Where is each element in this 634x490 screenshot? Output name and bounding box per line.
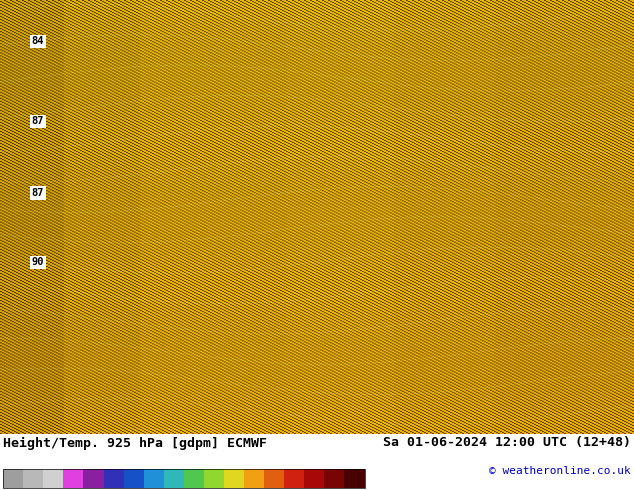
Bar (84, 468, 103, 488)
Bar (224, 468, 244, 488)
Text: 87: 87 (32, 117, 44, 126)
Bar (244, 468, 264, 488)
Text: © weatheronline.co.uk: © weatheronline.co.uk (489, 466, 631, 476)
Text: Height/Temp. 925 hPa [gdpm] ECMWF: Height/Temp. 925 hPa [gdpm] ECMWF (3, 437, 267, 449)
Bar (63, 468, 84, 488)
Bar (124, 468, 144, 488)
Bar (184, 468, 204, 488)
Text: 90: 90 (32, 257, 44, 268)
Bar (103, 468, 124, 488)
Bar (284, 468, 304, 488)
Bar (43, 468, 63, 488)
Bar (325, 468, 344, 488)
Bar (3, 468, 365, 488)
Text: 84: 84 (32, 36, 44, 46)
Bar (344, 468, 365, 488)
Bar (23, 468, 43, 488)
Text: Sa 01-06-2024 12:00 UTC (12+48): Sa 01-06-2024 12:00 UTC (12+48) (383, 437, 631, 449)
Bar (144, 468, 164, 488)
Text: 87: 87 (32, 188, 44, 198)
Bar (3, 468, 23, 488)
Bar (204, 468, 224, 488)
Bar (264, 468, 284, 488)
Bar (164, 468, 184, 488)
Bar (304, 468, 325, 488)
